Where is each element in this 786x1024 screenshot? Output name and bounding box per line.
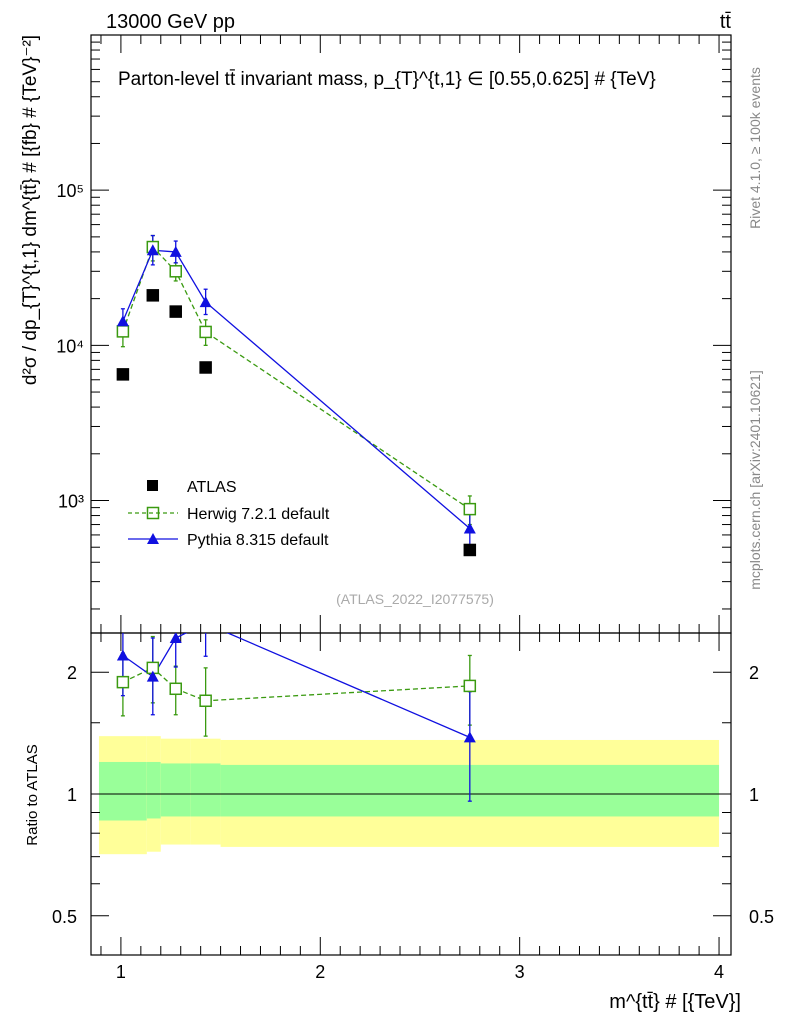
rivet-version-label: Rivet 4.1.0, ≥ 100k events xyxy=(747,67,763,229)
process-label: tt̄ xyxy=(720,11,732,33)
x-tick-label: 2 xyxy=(315,962,325,982)
pythia-ratio-point xyxy=(463,731,476,743)
legend-pythia-marker xyxy=(147,533,159,544)
herwig-main-point xyxy=(199,325,212,339)
pythia-ratio-point xyxy=(116,649,129,661)
pythia-ratio-point xyxy=(146,670,159,682)
main-plot-marks xyxy=(116,234,477,557)
ratio-band-inner xyxy=(190,763,221,817)
legend: ATLAS Herwig 7.2.1 default Pythia 8.315 … xyxy=(128,479,330,549)
main-y-tick-label: 10⁵ xyxy=(57,181,84,201)
mcplots-label: mcplots.cern.ch [arXiv:2401.10621] xyxy=(747,370,763,589)
ratio-band-inner xyxy=(146,761,161,819)
main-y-tick-label: 10³ xyxy=(58,492,84,512)
ratio-y-tick-label-right: 2 xyxy=(749,663,759,683)
legend-herwig-label: Herwig 7.2.1 default xyxy=(187,506,330,523)
pythia-main-point xyxy=(146,244,159,256)
herwig-ratio-point xyxy=(199,694,212,708)
pythia-main-point xyxy=(199,296,212,308)
analysis-watermark: (ATLAS_2022_I2077575) xyxy=(336,591,494,607)
x-axis-title: m^{tt̄} # [{TeV}] xyxy=(609,991,741,1013)
legend-atlas-marker xyxy=(147,480,158,491)
herwig-main-point xyxy=(169,265,182,278)
pythia-ratio-point xyxy=(169,633,182,643)
atlas-main-point xyxy=(116,368,130,381)
legend-herwig-marker xyxy=(146,506,160,520)
ratio-y-tick-label: 2 xyxy=(67,663,77,683)
ratio-y-tick-label-right: 1 xyxy=(749,785,759,805)
herwig-ratio-point xyxy=(463,679,477,693)
herwig-ratio-point xyxy=(169,682,182,696)
ratio-y-tick-label: 1 xyxy=(67,785,77,805)
ratio-band-inner xyxy=(160,763,191,817)
pythia-main-point xyxy=(463,522,476,534)
energy-label: 13000 GeV pp xyxy=(106,11,235,33)
pythia-ratio-point xyxy=(200,617,212,628)
legend-pythia-label: Pythia 8.315 default xyxy=(187,532,329,549)
atlas-main-point xyxy=(146,289,160,302)
ratio-y-tick-label-right: 0.5 xyxy=(749,907,774,927)
plot-title: Parton-level tt̄ invariant mass, p_{T}^{… xyxy=(118,69,656,90)
herwig-main-line xyxy=(122,245,471,510)
ratio-uncertainty-bands xyxy=(91,736,731,855)
x-tick-label: 1 xyxy=(116,962,126,982)
x-tick-label: 4 xyxy=(714,962,724,982)
herwig-ratio-point xyxy=(116,675,130,689)
legend-atlas-label: ATLAS xyxy=(187,479,237,496)
atlas-main-point xyxy=(199,361,212,374)
main-y-tick-label: 10⁴ xyxy=(56,336,84,356)
axis-ticks: 1 2 3 4 10³ 10⁴ 10⁵ 0.5 0.5 1 1 2 2 xyxy=(52,34,774,982)
pythia-main-line xyxy=(122,249,471,530)
ratio-band-inner xyxy=(98,761,147,821)
ratio-y-axis-title: Ratio to ATLAS xyxy=(24,744,41,845)
atlas-main-point xyxy=(169,305,182,318)
pythia-main-point xyxy=(169,245,182,257)
ratio-plot-marks xyxy=(116,617,477,802)
pythia-main-point xyxy=(116,315,129,327)
atlas-main-point xyxy=(463,543,477,557)
x-tick-label: 3 xyxy=(515,962,525,982)
main-y-axis-title: d²σ / dp_{T}^{t,1} dm^{tt̄} # [{fb} # {T… xyxy=(20,35,41,385)
ratio-y-tick-label: 0.5 xyxy=(52,907,77,927)
herwig-main-point xyxy=(463,502,477,516)
herwig-main-point xyxy=(116,325,130,338)
